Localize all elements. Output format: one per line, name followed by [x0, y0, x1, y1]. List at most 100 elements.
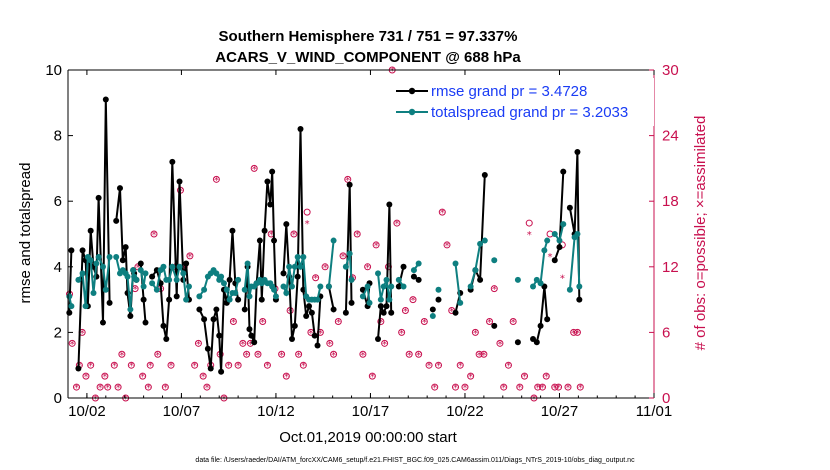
rmse-line	[115, 187, 138, 317]
obs-assimilated-point: *	[527, 230, 532, 241]
rmse-point	[75, 365, 82, 372]
spread-point	[556, 237, 563, 244]
obs-possible-point	[259, 317, 267, 325]
rmse-point	[348, 299, 355, 306]
obs-possible-point	[154, 350, 162, 358]
obs-assimilated-point: *	[458, 361, 463, 372]
y2-tick-label: 30	[662, 62, 679, 79]
rmse-point	[166, 296, 173, 303]
obs-assimilated-point: *	[70, 339, 75, 350]
spread-point	[291, 263, 298, 270]
x-tick-label: 10/17	[352, 403, 390, 420]
spread-point	[124, 273, 131, 280]
obs-possible-point	[359, 350, 367, 358]
spread-point	[551, 231, 558, 237]
rmse-point	[258, 296, 265, 303]
spread-point	[140, 283, 147, 290]
obs-assimilated-point: *	[552, 383, 557, 394]
obs-possible-point	[525, 219, 533, 227]
obs-assimilated-point: *	[129, 361, 134, 372]
rmse-point	[163, 335, 170, 342]
spread-point	[133, 276, 140, 283]
y2-tick-label: 24	[662, 128, 679, 145]
spread-point	[180, 270, 187, 277]
obs-possible-point	[139, 372, 147, 380]
obs-possible-point	[127, 361, 135, 369]
obs-assimilated-point: *	[422, 317, 427, 328]
obs-assimilated-point: *	[163, 383, 168, 394]
rmse-line	[532, 286, 549, 345]
obs-assimilated-point: *	[313, 274, 318, 285]
legend: rmse grand pr = 3.4728 totalspread grand…	[392, 78, 654, 126]
y2-tick-label: 18	[662, 193, 679, 210]
obs-assimilated-point: *	[244, 350, 249, 361]
rmse-point	[544, 316, 551, 323]
obs-possible-point	[490, 285, 498, 293]
legend-spread-marker	[408, 108, 416, 116]
obs-possible-point	[570, 328, 578, 336]
data-file-note: data file: /Users/raeder/DAI/ATM_forcXX/…	[195, 457, 635, 464]
obs-assimilated-point: *	[248, 339, 253, 350]
spread-point	[66, 293, 73, 300]
spread-point	[380, 283, 387, 290]
obs-assimilated-point: *	[416, 350, 421, 361]
obs-assimilated-point: *	[123, 394, 128, 405]
rmse-point	[537, 322, 544, 329]
obs-possible-point	[573, 328, 581, 336]
spread-point	[348, 276, 355, 283]
rmse-point	[386, 201, 393, 208]
obs-assimilated-point: *	[341, 252, 346, 263]
obs-possible-point	[312, 274, 320, 282]
rmse-point	[271, 237, 278, 244]
spread-point	[386, 296, 393, 303]
rmse-point	[127, 313, 134, 319]
rmse-point	[229, 227, 236, 234]
obs-assimilated-point: *	[83, 372, 88, 383]
obs-assimilated-point: *	[323, 263, 328, 274]
rmse-point	[140, 296, 147, 303]
rmse-point	[196, 306, 203, 313]
spread-point	[346, 250, 353, 257]
rmse-point	[264, 178, 271, 185]
obs-assimilated-point: *	[473, 328, 478, 339]
spread-point	[457, 299, 464, 306]
spread-line	[151, 263, 190, 300]
rmse-line	[316, 296, 322, 346]
spread-point	[541, 247, 548, 254]
rmse-point	[235, 296, 242, 303]
obs-possible-point	[282, 372, 290, 380]
rmse-point	[256, 237, 263, 244]
chart-subtitle: ACARS_V_WIND_COMPONENT @ 688 hPa	[215, 49, 521, 66]
obs-possible-point	[104, 383, 112, 391]
obs-possible-point	[263, 361, 271, 369]
obs-possible-point	[516, 383, 524, 391]
spread-point	[223, 286, 230, 293]
chart-title: Southern Hemisphere 731 / 751 = 97.337%	[219, 28, 518, 45]
y2-tick-label: 0	[662, 390, 670, 407]
rmse-point	[306, 303, 313, 310]
obs-possible-point	[299, 361, 307, 369]
rmse-point	[183, 260, 190, 267]
obs-assimilated-point: *	[231, 317, 236, 328]
rmse-line	[568, 151, 581, 300]
obs-possible-point	[295, 350, 303, 358]
rmse-point	[116, 185, 123, 192]
obs-possible-point	[452, 383, 460, 391]
obs-assimilated-point: *	[403, 307, 408, 318]
obs-assimilated-point: *	[540, 383, 545, 394]
obs-assimilated-point: *	[378, 317, 383, 328]
y2-axis-label: # of obs: o=possible; ×=assimilated	[692, 116, 709, 351]
spread-point	[160, 263, 167, 270]
obs-assimilated-point: *	[182, 263, 187, 274]
y-tick-label: 10	[45, 62, 62, 79]
obs-possible-point	[364, 263, 372, 271]
spread-point	[514, 276, 521, 283]
obs-assimilated-point: *	[449, 307, 454, 318]
obs-possible-point	[405, 350, 413, 358]
obs-assimilated-point: *	[284, 372, 289, 383]
spread-point	[82, 303, 89, 310]
obs-possible-point	[212, 175, 220, 183]
spread-point	[388, 283, 395, 290]
obs-assimilated-point: *	[169, 361, 174, 372]
spread-point	[530, 283, 537, 290]
